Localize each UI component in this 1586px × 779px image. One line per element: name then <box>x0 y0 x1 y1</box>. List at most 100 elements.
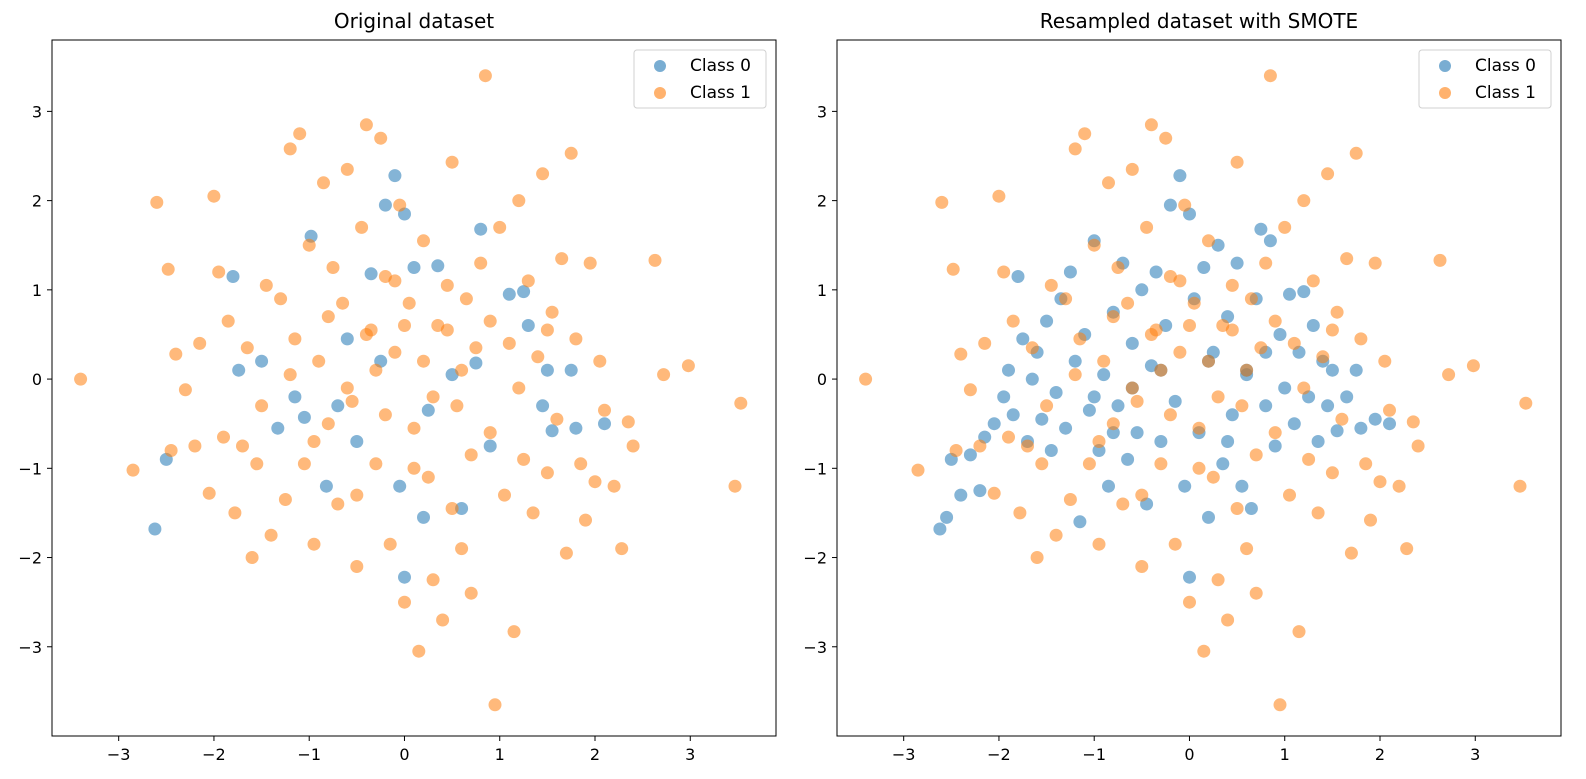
point-class-1-55 <box>1221 613 1235 627</box>
point-class-1-66 <box>488 698 502 712</box>
y-tick-label: 0 <box>817 370 827 389</box>
point-class-1-50 <box>1197 644 1211 658</box>
point-class-0-13 <box>378 198 392 212</box>
point-class-1-114 <box>1092 435 1106 448</box>
point-class-1-25 <box>293 127 307 141</box>
point-class-0-23 <box>469 356 483 370</box>
point-class-1-13 <box>1006 314 1020 328</box>
legend: Class 0 Class 1 <box>1418 49 1552 109</box>
point-class-0-21 <box>1059 421 1073 435</box>
point-class-1-66 <box>1273 698 1287 712</box>
point-class-1-91 <box>615 542 629 556</box>
x-tick-label: 2 <box>1375 745 1385 764</box>
point-class-0-72 <box>1297 285 1311 299</box>
point-class-0-30 <box>1102 479 1115 493</box>
point-class-1-70 <box>507 625 521 639</box>
point-class-0-9 <box>1002 363 1015 377</box>
point-class-1-12 <box>217 430 230 444</box>
point-class-1-52 <box>421 470 435 484</box>
x-tick-label: 1 <box>1280 745 1290 764</box>
point-class-1-71 <box>1297 194 1311 208</box>
point-class-1-36 <box>1130 394 1144 408</box>
point-class-1-115 <box>1249 448 1263 462</box>
point-class-1-91 <box>1400 542 1414 556</box>
point-class-1-37 <box>1135 560 1149 573</box>
point-class-1-112 <box>1173 274 1187 288</box>
point-class-1-34 <box>1121 296 1135 310</box>
point-class-1-29 <box>312 354 326 368</box>
point-class-1-15 <box>236 439 249 453</box>
chart-original-dataset: −3 −2 −1 0 1 2 3 −3 −2 −1 0 1 2 3 Original dataset C… <box>18 9 777 764</box>
point-class-1-8 <box>978 336 992 350</box>
point-class-1-77 <box>1325 466 1339 480</box>
point-class-0-84 <box>1383 417 1396 431</box>
point-class-0-16 <box>1035 412 1049 426</box>
point-class-1-42 <box>1159 131 1173 145</box>
point-class-1-64 <box>1263 69 1277 83</box>
point-class-0-29 <box>540 363 554 377</box>
x-tick-label: 3 <box>1470 745 1480 764</box>
point-class-1-11 <box>997 265 1011 279</box>
point-class-1-47 <box>1183 595 1196 609</box>
point-class-1-24 <box>288 332 302 346</box>
point-class-1-22 <box>278 493 292 506</box>
point-class-1-104 <box>426 390 440 404</box>
point-class-1-93 <box>626 439 640 453</box>
point-class-0-10 <box>1006 408 1020 422</box>
point-class-0-14 <box>1025 372 1039 386</box>
point-class-0-58 <box>1230 256 1244 270</box>
y-axis: −3 −2 −1 0 1 2 3 <box>803 102 837 657</box>
point-class-1-109 <box>512 381 526 395</box>
point-class-1-83 <box>569 332 583 346</box>
point-class-1-9 <box>202 486 216 500</box>
point-class-1-77 <box>540 466 554 480</box>
point-class-0-29 <box>1097 368 1111 382</box>
point-class-1-103 <box>1163 408 1177 422</box>
point-class-0-64 <box>1259 399 1273 413</box>
point-class-1-79 <box>550 412 564 426</box>
point-class-1-112 <box>388 274 402 288</box>
point-class-1-73 <box>521 274 535 288</box>
point-class-0-2 <box>226 270 240 283</box>
point-class-0-77 <box>1321 399 1335 413</box>
point-class-0-83 <box>1368 412 1382 426</box>
point-class-0-48 <box>1183 570 1196 584</box>
point-class-0-36 <box>1130 426 1144 440</box>
point-class-1-64 <box>478 69 492 83</box>
legend-label-class-1: Class 1 <box>690 83 751 103</box>
point-class-1-78 <box>545 305 559 319</box>
point-class-1-21 <box>1059 292 1073 306</box>
point-class-1-74 <box>1311 506 1325 520</box>
point-class-0-10 <box>340 332 354 346</box>
point-class-1-93 <box>1411 439 1425 453</box>
point-class-1-16 <box>240 341 254 355</box>
scatter-marks <box>74 69 748 712</box>
point-class-1-46 <box>393 198 407 212</box>
point-class-1-20 <box>264 528 278 542</box>
point-class-1-50 <box>412 644 426 658</box>
point-class-1-99 <box>1154 363 1168 377</box>
legend-marker-class-0 <box>1439 60 1451 72</box>
point-class-1-1 <box>911 463 925 477</box>
point-class-1-96 <box>1466 359 1480 373</box>
point-class-0-18 <box>1044 444 1058 457</box>
y-tick-label: −2 <box>803 549 827 568</box>
point-class-1-19 <box>1044 278 1058 292</box>
point-class-0-69 <box>1283 287 1296 301</box>
point-class-0-78 <box>1325 363 1339 377</box>
point-class-0-17 <box>1040 314 1054 328</box>
point-class-1-3 <box>946 262 960 276</box>
point-class-0-24 <box>1073 515 1087 529</box>
point-class-1-35 <box>340 162 354 176</box>
point-class-1-56 <box>440 278 454 292</box>
point-class-1-70 <box>1292 625 1306 639</box>
axes-frame <box>51 39 777 737</box>
point-class-0-91 <box>1087 390 1101 404</box>
point-class-1-97 <box>1513 479 1527 493</box>
point-class-1-75 <box>1316 350 1330 364</box>
point-class-1-32 <box>326 261 340 274</box>
point-class-1-48 <box>1187 296 1201 310</box>
point-class-0-55 <box>1216 457 1230 471</box>
point-class-1-72 <box>517 452 531 466</box>
point-class-1-92 <box>1406 415 1420 429</box>
